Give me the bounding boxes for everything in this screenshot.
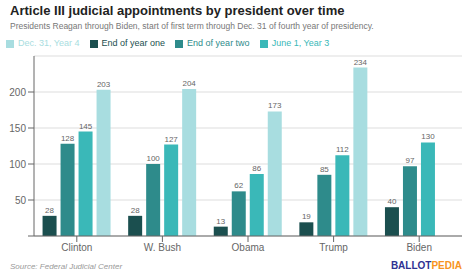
html-text:BALLOT PEDIA: BALLOT PEDIA bbox=[390, 260, 462, 271]
svg-text:204: 204 bbox=[182, 79, 196, 88]
html-text:Source: Federal Judicial Cente: Source: Federal Judicial Center bbox=[10, 262, 123, 271]
html-text:Presidents Reagan through Bide: Presidents Reagan through Biden, start o… bbox=[10, 21, 374, 31]
svg-text:200: 200 bbox=[9, 87, 26, 98]
svg-text:28: 28 bbox=[45, 206, 54, 215]
svg-text:62: 62 bbox=[234, 181, 243, 190]
html-text:Article III judicial appointme: Article III judicial appointments by pre… bbox=[10, 3, 345, 18]
svg-text:145: 145 bbox=[79, 122, 93, 131]
svg-text:Biden: Biden bbox=[406, 242, 432, 253]
svg-text:40: 40 bbox=[388, 197, 397, 206]
svg-text:50: 50 bbox=[15, 195, 27, 206]
svg-text:Clinton: Clinton bbox=[61, 242, 92, 253]
svg-text:127: 127 bbox=[164, 135, 178, 144]
svg-text:19: 19 bbox=[302, 212, 311, 221]
svg-text:130: 130 bbox=[421, 132, 435, 141]
svg-text:150: 150 bbox=[9, 123, 26, 134]
svg-text:Obama: Obama bbox=[232, 242, 265, 253]
svg-text:100: 100 bbox=[9, 159, 26, 170]
svg-text:128: 128 bbox=[61, 134, 75, 143]
svg-text:100: 100 bbox=[146, 154, 160, 163]
svg-text:W. Bush: W. Bush bbox=[144, 242, 181, 253]
svg-text:Trump: Trump bbox=[319, 242, 348, 253]
svg-text:85: 85 bbox=[320, 165, 329, 174]
svg-text:112: 112 bbox=[336, 145, 349, 154]
svg-text:13: 13 bbox=[216, 217, 225, 226]
html-text:June 1, Year 3: June 1, Year 3 bbox=[271, 38, 330, 48]
svg-text:28: 28 bbox=[131, 206, 140, 215]
svg-text:173: 173 bbox=[268, 101, 282, 110]
html-text:End of year two: End of year two bbox=[187, 38, 250, 48]
html-text:Dec. 31, Year 4: Dec. 31, Year 4 bbox=[18, 38, 80, 48]
svg-text:234: 234 bbox=[354, 58, 368, 67]
svg-text:86: 86 bbox=[252, 164, 261, 173]
svg-text:203: 203 bbox=[97, 80, 111, 89]
svg-text:97: 97 bbox=[406, 156, 415, 165]
html-text:End of year one: End of year one bbox=[101, 38, 166, 48]
